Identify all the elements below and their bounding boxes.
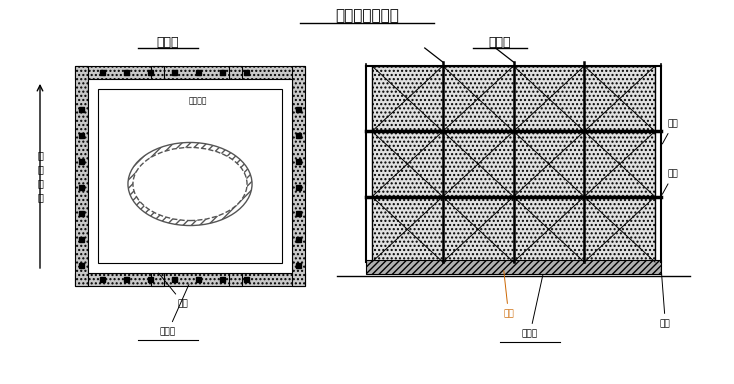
Text: 立面图: 立面图 [489, 35, 512, 48]
Bar [296, 133, 301, 138]
Bar [244, 176, 249, 181]
Text: 承台暖棚示意图: 承台暖棚示意图 [335, 8, 399, 23]
Bar [98, 89, 282, 263]
Bar [296, 237, 301, 242]
Text: 枋椽等: 枋椽等 [522, 275, 543, 338]
Bar [196, 277, 201, 282]
Bar [75, 273, 305, 286]
Bar [296, 263, 301, 268]
Bar [296, 211, 301, 216]
Text: 横杆: 横杆 [662, 170, 679, 194]
Bar [220, 70, 225, 75]
Bar [124, 70, 129, 75]
Bar [172, 176, 177, 181]
Bar [196, 176, 201, 181]
Bar [100, 277, 105, 282]
Bar [244, 277, 249, 282]
Bar [79, 263, 84, 268]
Bar [220, 277, 225, 282]
Bar [148, 70, 153, 75]
Text: 枋椽等: 枋椽等 [160, 285, 189, 336]
Bar [79, 211, 84, 216]
Bar [244, 70, 249, 75]
Bar [79, 133, 84, 138]
Bar [100, 70, 105, 75]
Bar [151, 66, 164, 286]
Text: 线
路
方
向: 线 路 方 向 [37, 150, 43, 202]
Text: 立杆: 立杆 [660, 269, 671, 328]
Bar [366, 260, 661, 274]
Bar [220, 176, 225, 181]
Bar [148, 176, 153, 181]
Bar [296, 159, 301, 164]
Bar [75, 66, 305, 79]
Bar [148, 277, 153, 282]
Bar [172, 70, 177, 75]
Text: 立杆: 立杆 [662, 119, 679, 144]
Bar [196, 70, 201, 75]
Bar [172, 277, 177, 282]
Text: 平面图: 平面图 [157, 35, 179, 48]
Bar [229, 66, 242, 286]
Bar [75, 66, 88, 286]
Text: 立杆: 立杆 [159, 273, 189, 308]
Bar [372, 66, 655, 262]
Bar [296, 185, 301, 190]
Text: 聚苯模型: 聚苯模型 [189, 96, 207, 106]
Bar [79, 185, 84, 190]
Bar [79, 237, 84, 242]
Bar [75, 172, 305, 185]
Bar [124, 176, 129, 181]
Text: 垫木: 垫木 [503, 271, 514, 318]
Bar [296, 107, 301, 112]
Bar [88, 79, 292, 273]
Ellipse shape [133, 147, 247, 220]
Bar [79, 107, 84, 112]
Bar [292, 66, 305, 286]
Bar [124, 277, 129, 282]
Bar [100, 176, 105, 181]
Bar [79, 159, 84, 164]
